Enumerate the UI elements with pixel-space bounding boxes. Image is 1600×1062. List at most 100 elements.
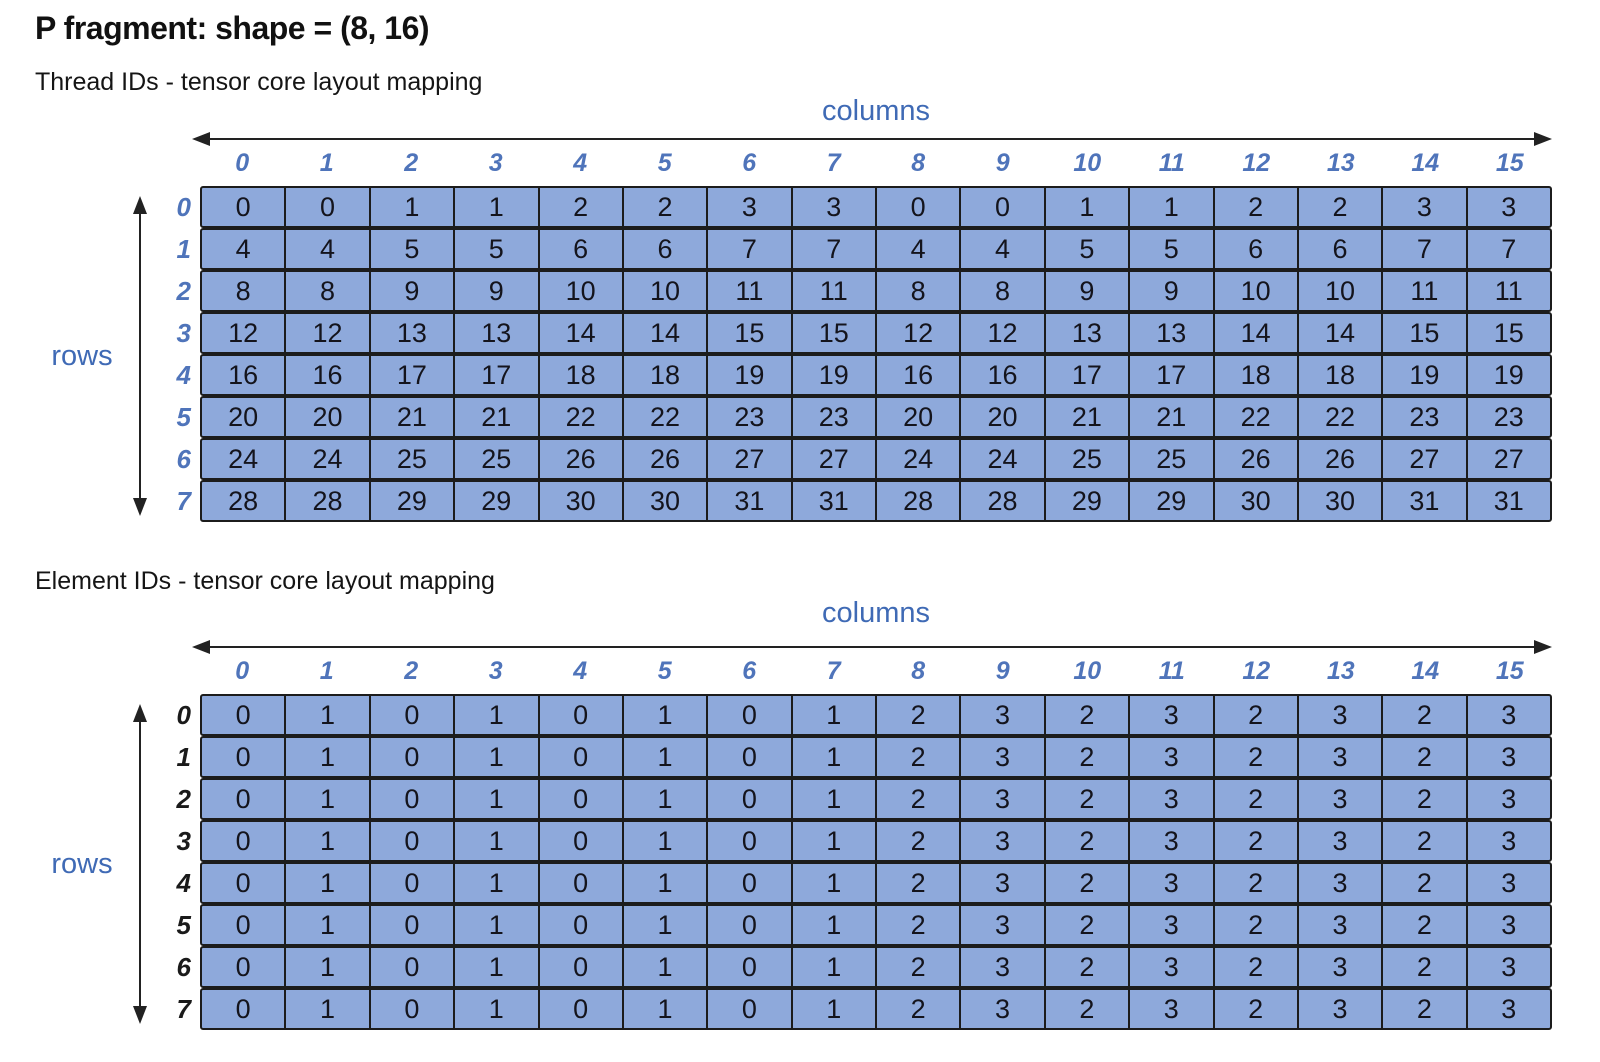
grid-cell: 0 [537,822,622,860]
grid-cell: 0 [706,906,790,944]
grid-cell: 5 [1128,230,1212,268]
grid-cell: 31 [1465,482,1550,520]
column-index-label: 10 [1073,149,1102,177]
grid-cell: 14 [537,314,622,352]
table-row: 28 28 29 29 30 30 31 31 28 28 29 29 30 30 31 31 [200,480,1552,522]
grid-cell: 9 [453,272,537,310]
grid-cell: 13 [368,314,453,352]
grid-cell: 15 [706,314,790,352]
grid-cell: 2 [1212,188,1297,226]
grid-cell: 8 [875,272,959,310]
grid-cell: 5 [368,230,453,268]
grid-cell: 19 [1381,356,1465,394]
grid-cell: 24 [959,440,1043,478]
columns-arrow-icon [192,640,1552,654]
grid-cell: 1 [790,990,875,1028]
column-index-label: 11 [1158,149,1185,177]
grid-cell: 2 [875,906,959,944]
grid-cell: 2 [1381,738,1465,776]
grid-cell: 22 [1296,398,1381,436]
grid-cell: 28 [959,482,1043,520]
grid-cell: 29 [368,482,453,520]
grid-cell: 17 [1128,356,1212,394]
grid-cell: 1 [284,948,368,986]
column-index-label: 2 [404,149,419,177]
grid-cell: 1 [790,948,875,986]
columns-label: columns [822,95,930,127]
grid-cell: 24 [228,443,259,474]
grid-cell: 23 [706,398,790,436]
grid-cell: 3 [1465,188,1550,226]
grid-cell: 0 [706,990,790,1028]
grid-cell: 2 [875,822,959,860]
grid-cell: 18 [1212,356,1297,394]
row-index-label: 2 [176,783,191,814]
grid-cell: 2 [1212,990,1297,1028]
rows-label: rows [51,340,113,372]
column-index-label: 9 [995,149,1010,177]
row-index-label: 7 [176,993,191,1024]
grid-cell: 13 [453,314,537,352]
grid-cell: 24 [284,440,368,478]
grid-cell: 11 [1381,272,1465,310]
column-index-label: 2 [404,657,419,685]
grid-cell: 2 [1381,990,1465,1028]
grid-cell: 16 [284,356,368,394]
column-index-label: 12 [1242,149,1271,177]
grid-cell: 1 [453,948,537,986]
grid-cell: 28 [284,482,368,520]
grid-cell: 12 [228,317,259,348]
grid-cell: 0 [368,738,453,776]
grid-cell: 0 [537,906,622,944]
grid-cell: 8 [959,272,1043,310]
grid-cell: 25 [1128,440,1212,478]
grid-cell: 1 [284,780,368,818]
grid-cell: 0 [706,864,790,902]
grid-cell: 7 [790,230,875,268]
grid-cell: 10 [1212,272,1297,310]
grid-cell: 1 [453,990,537,1028]
grid-cell: 2 [1043,906,1128,944]
grid-cell: 2 [1043,948,1128,986]
grid-cell: 0 [706,738,790,776]
grid-cell: 22 [1212,398,1297,436]
grid-cell: 0 [537,990,622,1028]
grid-cell: 27 [1381,440,1465,478]
grid-cell: 2 [875,948,959,986]
grid-cell: 9 [368,272,453,310]
row-index-label: 0 [176,191,191,222]
row-index-label: 1 [176,741,191,772]
grid-cell: 3 [959,822,1043,860]
grid-cell: 1 [453,738,537,776]
grid-cell: 0 [235,951,251,982]
grid-cell: 1 [453,188,537,226]
grid-cell: 29 [1128,482,1212,520]
grid-cell: 0 [537,696,622,734]
grid-cell: 2 [1212,822,1297,860]
grid-cell: 3 [959,906,1043,944]
column-index-label: 8 [911,657,926,685]
grid-cell: 2 [875,780,959,818]
grid-cell: 0 [537,738,622,776]
grid-cell: 2 [537,188,622,226]
grid-cell: 26 [621,440,706,478]
grid-cell: 2 [1381,780,1465,818]
grid-cell: 14 [1212,314,1297,352]
grid-cell: 2 [1212,738,1297,776]
grid-cell: 1 [453,696,537,734]
grid-cell: 1 [284,990,368,1028]
grid-cell: 13 [1128,314,1212,352]
grid-cell: 26 [1296,440,1381,478]
row-index-label: 4 [176,867,191,898]
grid-cell: 0 [235,993,251,1024]
grid-cell: 0 [235,909,251,940]
column-index-label: 4 [573,657,588,685]
grid-cell: 1 [1128,188,1212,226]
columns-label: columns [822,597,930,629]
grid-cell: 3 [959,696,1043,734]
grid-cell: 20 [228,401,259,432]
grid-cell: 31 [1381,482,1465,520]
